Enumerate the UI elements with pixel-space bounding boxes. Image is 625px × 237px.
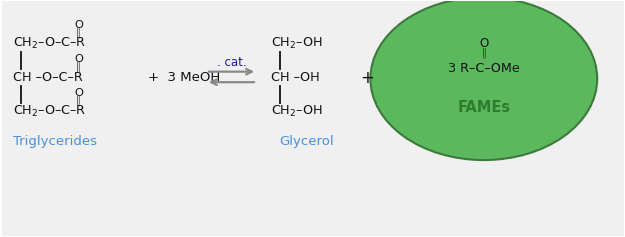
Text: CH$_2$–OH: CH$_2$–OH — [271, 36, 322, 51]
Text: +  3 MeOH: + 3 MeOH — [148, 71, 221, 84]
Text: CH$_2$–OH: CH$_2$–OH — [271, 104, 322, 119]
Text: ‖: ‖ — [76, 96, 81, 106]
Text: +: + — [361, 68, 374, 87]
Text: FAMEs: FAMEs — [458, 100, 511, 115]
Text: Triglycerides: Triglycerides — [13, 135, 97, 148]
Text: CH$_2$–O–C–R: CH$_2$–O–C–R — [13, 104, 87, 119]
Text: O: O — [74, 88, 82, 98]
Ellipse shape — [371, 0, 598, 160]
Text: O: O — [74, 20, 82, 30]
Text: O: O — [479, 37, 488, 50]
Text: 3 R–C–OMe: 3 R–C–OMe — [448, 62, 519, 75]
Text: ‖: ‖ — [481, 47, 486, 58]
Text: . cat.: . cat. — [217, 56, 246, 69]
Text: O: O — [74, 54, 82, 64]
Text: ‖: ‖ — [76, 62, 81, 72]
Text: ‖: ‖ — [76, 28, 81, 38]
Text: CH –O–C–R: CH –O–C–R — [13, 71, 83, 84]
Text: Glycerol: Glycerol — [279, 135, 334, 148]
Text: CH –OH: CH –OH — [271, 71, 319, 84]
Text: CH$_2$–O–C–R: CH$_2$–O–C–R — [13, 36, 87, 51]
